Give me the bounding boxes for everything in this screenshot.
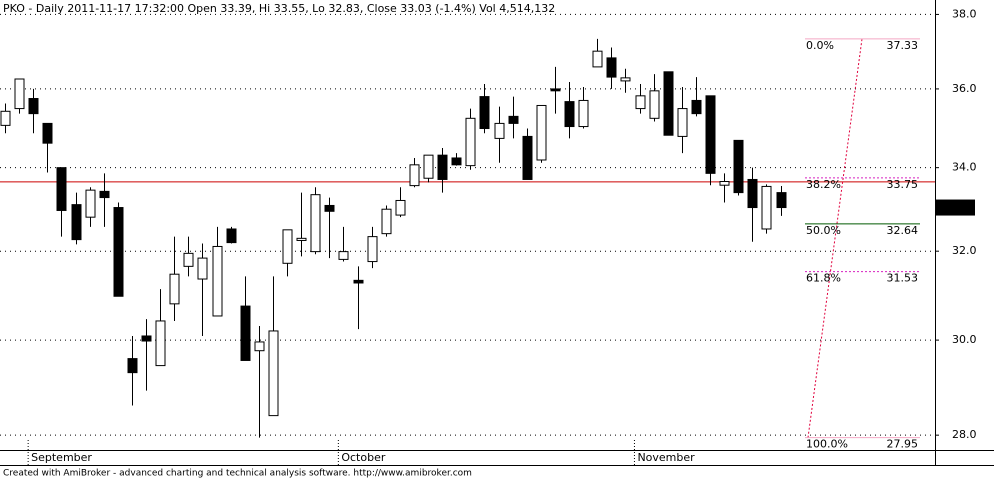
candle-body bbox=[14, 78, 25, 110]
x-tick-label: September bbox=[31, 451, 92, 464]
candle-body bbox=[592, 50, 603, 68]
candle-body bbox=[719, 181, 730, 186]
candle-body bbox=[705, 95, 716, 174]
y-tick-label: 34.0 bbox=[952, 161, 977, 174]
candle-body bbox=[99, 190, 110, 199]
fib-label: 0.0% bbox=[806, 39, 834, 52]
candle-body bbox=[395, 199, 406, 216]
candle-body bbox=[691, 99, 702, 115]
fib-value: 27.95 bbox=[887, 438, 919, 451]
price-box bbox=[935, 199, 975, 216]
candle-body bbox=[776, 192, 787, 209]
candle-body bbox=[353, 279, 364, 284]
candle-body bbox=[606, 57, 617, 78]
candle-body bbox=[28, 98, 39, 115]
candle-body bbox=[296, 237, 307, 241]
candle-body bbox=[761, 185, 772, 230]
candle-body bbox=[381, 208, 392, 235]
candle-body bbox=[508, 115, 519, 124]
candle-body bbox=[169, 273, 180, 305]
candle-body bbox=[479, 96, 490, 130]
fib-trend bbox=[807, 38, 863, 438]
candle-body bbox=[324, 204, 335, 212]
candle-body bbox=[635, 95, 646, 110]
y-tick-label: 38.0 bbox=[952, 7, 977, 20]
fib-label: 100.0% bbox=[806, 438, 848, 451]
candle-body bbox=[494, 122, 505, 139]
candle-body bbox=[451, 157, 462, 166]
candle-body bbox=[437, 154, 448, 180]
candle-body bbox=[71, 204, 82, 241]
candle-body bbox=[550, 88, 561, 92]
candle-body bbox=[268, 330, 279, 417]
candle-body bbox=[367, 236, 378, 263]
candle-body bbox=[240, 305, 251, 361]
y-tick-label: 28.0 bbox=[952, 428, 977, 441]
y-tick-label: 30.0 bbox=[952, 333, 977, 346]
candle-body bbox=[141, 335, 152, 342]
fib-label: 50.0% bbox=[806, 224, 841, 237]
candle-body bbox=[747, 178, 758, 209]
candle-body bbox=[423, 154, 434, 179]
candle-body bbox=[536, 104, 547, 161]
candle-body bbox=[85, 189, 96, 218]
candle-body bbox=[113, 207, 124, 297]
chart-title: PKO - Daily 2011-11-17 17:32:00 Open 33.… bbox=[3, 2, 555, 15]
candle-body bbox=[212, 245, 223, 317]
x-tick-label: November bbox=[637, 451, 695, 464]
fib-label: 61.8% bbox=[806, 272, 841, 285]
candle-body bbox=[197, 257, 208, 280]
candle-body bbox=[564, 101, 575, 128]
candle-body bbox=[155, 320, 166, 367]
candle-body bbox=[663, 71, 674, 136]
candle-body bbox=[254, 341, 265, 352]
footer: Created with AmiBroker - advanced charti… bbox=[3, 469, 472, 479]
candle-body bbox=[733, 139, 744, 194]
fib-value: 32.64 bbox=[887, 224, 919, 237]
candle-body bbox=[226, 228, 237, 244]
x-tick-label: October bbox=[341, 451, 385, 464]
fib-value: 31.53 bbox=[887, 272, 919, 285]
candle-body bbox=[127, 358, 138, 374]
candle-body bbox=[465, 117, 476, 167]
fib-label: 38.2% bbox=[806, 178, 841, 191]
candle-body bbox=[578, 99, 589, 128]
price-label: 33.03 bbox=[938, 201, 970, 214]
candle-body bbox=[409, 164, 420, 187]
candle-body bbox=[310, 194, 321, 253]
y-tick-label: 32.0 bbox=[952, 244, 977, 257]
candle-body bbox=[649, 90, 660, 119]
candle-body bbox=[338, 251, 349, 260]
candle-body bbox=[183, 252, 194, 267]
candle-body bbox=[42, 122, 53, 144]
candle-body bbox=[677, 108, 688, 137]
candle-body bbox=[0, 110, 11, 126]
candle-body bbox=[522, 135, 533, 180]
candle-body bbox=[620, 77, 631, 82]
candle-body bbox=[56, 167, 67, 211]
candle-body bbox=[282, 229, 293, 264]
fib-value: 33.75 bbox=[887, 178, 919, 191]
y-tick-label: 36.0 bbox=[952, 82, 977, 95]
fib-value: 37.33 bbox=[887, 39, 919, 52]
